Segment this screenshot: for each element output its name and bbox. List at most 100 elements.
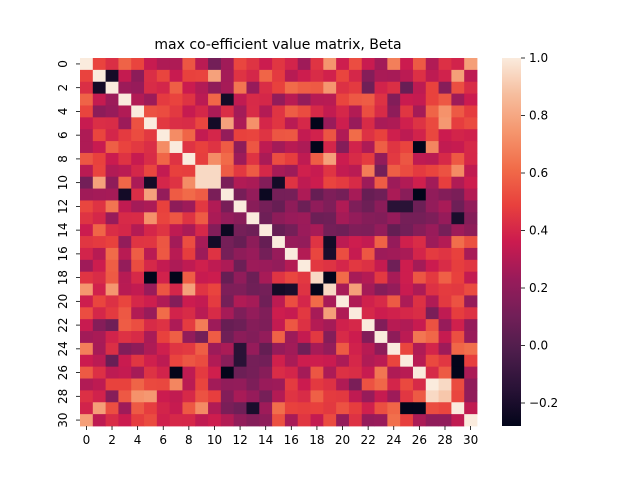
heatmap-cell [348,224,363,237]
heatmap-cell [195,58,209,71]
heatmap-cell [169,378,183,391]
heatmap-cell [284,307,299,320]
heatmap-cell [284,105,299,118]
heatmap-cell [118,81,132,95]
heatmap-cell [374,319,388,332]
heatmap-cell [348,402,363,415]
heatmap-cell [374,81,388,95]
heatmap-cell [412,81,427,95]
heatmap-cell [464,152,478,166]
heatmap-cell [80,141,94,154]
heatmap-cell [310,81,324,95]
heatmap-cell [156,283,171,296]
heatmap-cell [92,331,107,344]
heatmap-cell [169,319,183,332]
heatmap-cell [208,354,222,368]
heatmap-cell [284,93,299,106]
heatmap-cell [336,212,350,225]
heatmap-cell [310,390,324,403]
heatmap-cell [92,129,107,142]
heatmap-cell [412,319,427,332]
heatmap-cell [284,200,299,213]
heatmap-cell [464,390,478,403]
heatmap-cell [400,176,414,189]
heatmap-cell [425,390,439,403]
heatmap-cell [348,93,363,106]
heatmap-cell [361,402,375,415]
heatmap-cell [118,366,132,379]
heatmap-cell [131,236,145,249]
heatmap-cell [400,141,414,154]
heatmap-cell [374,402,388,415]
heatmap-cell [182,271,196,284]
heatmap-cell [387,152,401,166]
heatmap-cell [208,331,222,344]
heatmap-cell [220,141,235,154]
heatmap-cell [323,81,337,95]
heatmap-cell [208,188,222,201]
heatmap-cell [412,414,427,427]
heatmap-cell [105,295,119,308]
heatmap-cell [464,200,478,213]
heatmap-cell [348,152,363,166]
heatmap-cell [464,402,478,415]
heatmap-cell [208,200,222,213]
heatmap-cell [323,200,337,213]
heatmap-cell [195,283,209,296]
heatmap-cell [105,212,119,225]
heatmap-cell [156,164,171,178]
heatmap-cell [182,414,196,427]
heatmap-cell [80,390,94,403]
heatmap-cell [451,402,465,415]
heatmap-cell [80,105,94,118]
heatmap-cell [387,69,401,83]
heatmap-cell [208,58,222,71]
heatmap-cell [323,319,337,332]
heatmap-cell [144,117,158,130]
heatmap-cell [464,58,478,71]
heatmap-cell [118,247,132,261]
chart-title: max co-efficient value matrix, Beta [154,37,401,53]
heatmap-cell [131,331,145,344]
heatmap-cell [156,224,171,237]
heatmap-cell [131,402,145,415]
heatmap-cell [233,188,247,201]
heatmap-cell [438,141,452,154]
heatmap-cell [323,93,337,106]
heatmap-cell [425,129,439,142]
heatmap-cell [310,366,324,379]
heatmap-cell [208,342,222,356]
heatmap-cell [323,390,337,403]
heatmap-cell [400,236,414,249]
heatmap-cell [80,188,94,201]
heatmap-cell [425,69,439,83]
heatmap-cell [425,164,439,178]
heatmap-cell [208,152,222,166]
colorbar-tick-label: 0.4 [529,224,548,238]
x-tick-label: 2 [108,433,116,447]
heatmap-cell [336,366,350,379]
heatmap-cell [412,307,427,320]
heatmap-cell [156,105,171,118]
heatmap-cell [400,354,414,368]
heatmap-cell [412,247,427,261]
heatmap-cell [144,307,158,320]
heatmap-cell [412,212,427,225]
heatmap-cell [451,224,465,237]
heatmap-cell [412,342,427,356]
heatmap-cell [297,259,311,273]
heatmap-cell [131,342,145,356]
heatmap-cell [438,402,452,415]
heatmap-cell [105,236,119,249]
heatmap-cell [464,271,478,284]
heatmap-cell [425,200,439,213]
heatmap-cell [92,164,107,178]
heatmap-cell [336,69,350,83]
heatmap-cell [131,105,145,118]
heatmap-cell [259,200,273,213]
heatmap-cell [105,141,119,154]
y-tick-label: 28 [56,389,70,404]
heatmap-cell [425,342,439,356]
heatmap-cell [156,152,171,166]
heatmap-cell [118,319,132,332]
